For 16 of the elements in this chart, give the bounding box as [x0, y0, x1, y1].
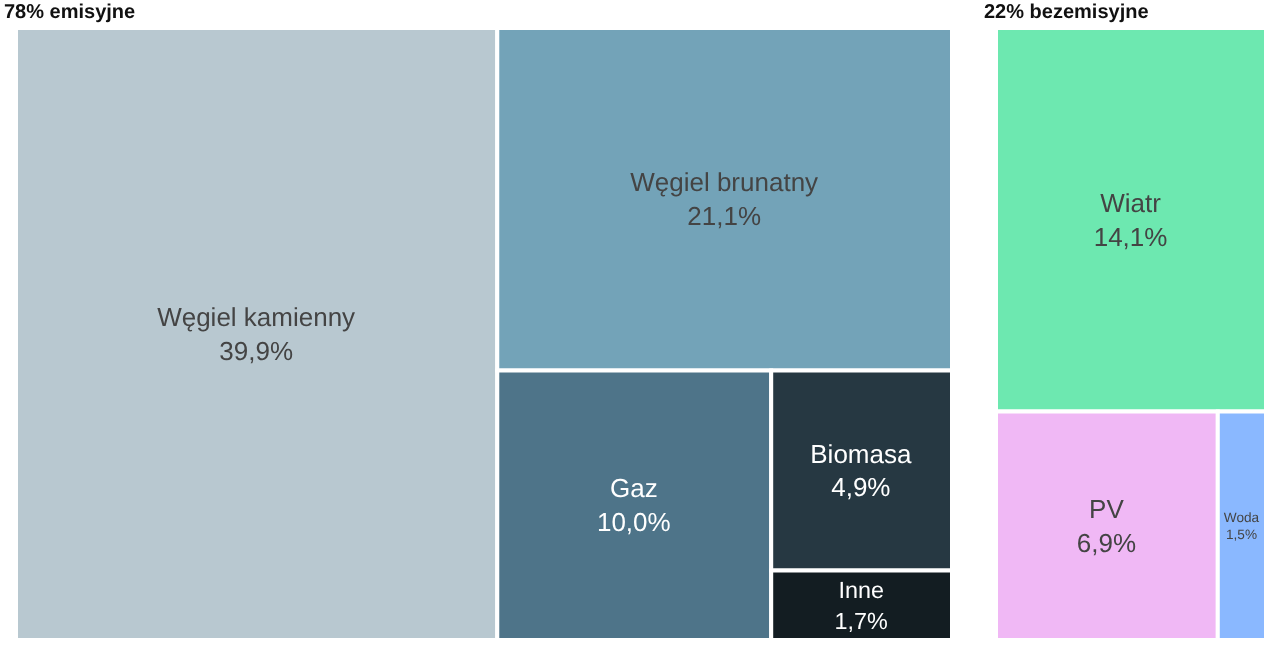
- text: 22% bezemisyjne: [984, 0, 1151, 28]
- text: 78% emisyjne: [4, 0, 138, 28]
- category-label: PV: [1089, 493, 1125, 524]
- category-label: Węgiel brunatny: [630, 167, 820, 198]
- category-label: Węgiel kamienny: [157, 302, 357, 333]
- category-label: Biomasa: [810, 438, 913, 469]
- data-label: 14,1%: [1093, 221, 1169, 252]
- data-label: 1,7%: [834, 608, 888, 635]
- category-label: Inne: [838, 578, 884, 605]
- category-label: Gaz: [609, 473, 658, 504]
- category-label: Wiatr: [1100, 187, 1163, 218]
- data-label: 10,0%: [596, 507, 672, 538]
- data-label: 6,9%: [1076, 527, 1137, 558]
- data-label: 39,9%: [219, 335, 294, 366]
- data-label: 4,9%: [831, 472, 892, 503]
- data-label: 21,1%: [687, 201, 762, 232]
